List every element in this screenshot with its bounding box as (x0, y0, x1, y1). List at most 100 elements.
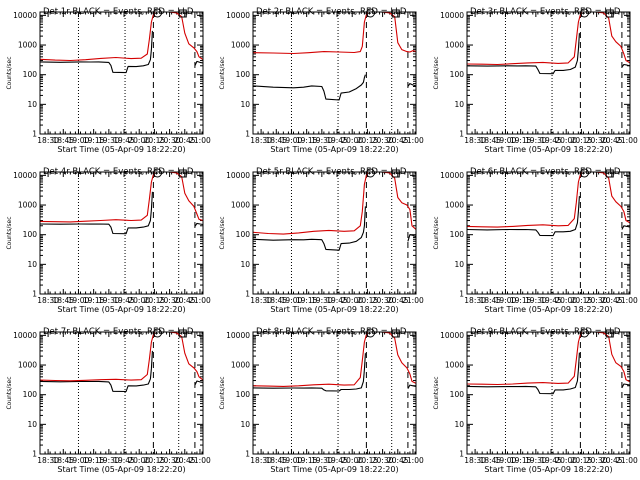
x-tick-label: 19:15 (510, 136, 532, 145)
x-tick-label: 19:30 (311, 136, 333, 145)
x-tick-label: 21:00 (402, 136, 424, 145)
y-tick-label: 10000 (13, 11, 37, 20)
square-marker-icon (605, 9, 614, 18)
y-tick-label: 1 (245, 130, 250, 139)
y-tick-label: 10 (240, 260, 250, 269)
series-group (253, 332, 416, 392)
circle-marker-icon (365, 328, 375, 338)
events-series-line (253, 74, 366, 101)
x-tick-label: 19:00 (68, 296, 90, 305)
y-tick-label: 1 (32, 130, 37, 139)
x-tick-label: 18:45 (479, 136, 501, 145)
y-axis-label: Counts/sec (219, 376, 226, 409)
x-tick-label: 20:45 (174, 296, 196, 305)
circle-marker-icon (152, 168, 162, 178)
chart-panel-det-6r: Det 6r BLACK = Events, RED = LLDCounts/s… (433, 167, 638, 314)
square-marker-icon (605, 169, 614, 178)
y-tick-label: 10000 (226, 331, 250, 340)
events-series-line (253, 206, 366, 251)
events-series-line (194, 222, 203, 227)
chart-panel-det-5r: Det 5r BLACK = Events, RED = LLDCounts/s… (219, 167, 424, 314)
x-tick-label: 21:00 (616, 296, 638, 305)
x-tick-label: 19:15 (83, 136, 105, 145)
x-tick-label: 19:30 (311, 456, 333, 465)
plot-frame (39, 11, 204, 135)
x-axis-label: Start Time (05-Apr-09 18:22:20) (484, 465, 612, 474)
x-tick-label: 19:15 (296, 136, 318, 145)
x-tick-label: 21:00 (189, 456, 211, 465)
y-tick-label: 1000 (231, 201, 250, 210)
x-tick-label: 20:45 (601, 296, 623, 305)
x-tick-label: 19:15 (83, 296, 105, 305)
x-tick-label: 20:30 (372, 136, 394, 145)
x-tick-label: 20:30 (586, 456, 608, 465)
x-tick-label: 18:45 (52, 136, 74, 145)
x-tick-label: 20:30 (372, 456, 394, 465)
events-series-line (467, 33, 580, 75)
y-tick-label: 1000 (445, 201, 464, 210)
x-tick-label: 18:30 (250, 296, 272, 305)
x-axis-label: Start Time (05-Apr-09 18:22:20) (270, 465, 398, 474)
x-tick-label: 19:15 (83, 456, 105, 465)
events-series-line (621, 63, 630, 68)
square-marker-icon (178, 169, 187, 178)
x-tick-label: 19:15 (510, 296, 532, 305)
x-tick-label: 19:45 (540, 456, 562, 465)
chart-panel-det-8r: Det 8r BLACK = Events, RED = LLDCounts/s… (219, 327, 424, 474)
events-series-line (621, 383, 630, 389)
x-tick-label: 19:45 (326, 456, 348, 465)
x-axis-label: Start Time (05-Apr-09 18:22:20) (57, 305, 185, 314)
series-group (467, 12, 630, 75)
y-tick-label: 10000 (226, 171, 250, 180)
x-tick-label: 20:15 (571, 296, 593, 305)
chart-panel-det-3r: Det 3r BLACK = Events, RED = LLDCounts/s… (433, 7, 638, 154)
x-axis-label: Start Time (05-Apr-09 18:22:20) (270, 145, 398, 154)
circle-marker-icon (579, 328, 589, 338)
x-tick-label: 20:00 (128, 296, 150, 305)
square-marker-icon (605, 329, 614, 338)
x-tick-label: 18:30 (37, 296, 59, 305)
chart-panel-det-7r: Det 7r BLACK = Events, RED = LLDCounts/s… (6, 327, 211, 474)
y-tick-label: 100 (450, 70, 465, 79)
x-axis-label: Start Time (05-Apr-09 18:22:20) (484, 305, 612, 314)
y-tick-label: 100 (23, 70, 38, 79)
x-tick-label: 18:45 (265, 456, 287, 465)
chart-panel-det-2r: Det 2r BLACK = Events, RED = LLDCounts/s… (219, 7, 424, 154)
lld-series-line (253, 332, 416, 387)
y-tick-label: 1000 (18, 41, 37, 50)
x-tick-label: 18:30 (464, 136, 486, 145)
series-group (40, 332, 203, 393)
x-tick-label: 19:00 (68, 136, 90, 145)
circle-marker-icon (365, 168, 375, 178)
y-tick-label: 100 (450, 390, 465, 399)
y-tick-label: 1000 (18, 201, 37, 210)
y-axis-label: Counts/sec (6, 376, 13, 409)
y-tick-label: 100 (450, 230, 465, 239)
x-tick-label: 21:00 (616, 456, 638, 465)
x-tick-label: 19:00 (495, 136, 517, 145)
x-tick-label: 20:15 (144, 136, 166, 145)
plot-frame (39, 331, 204, 455)
square-marker-icon (178, 9, 187, 18)
x-axis-label: Start Time (05-Apr-09 18:22:20) (57, 465, 185, 474)
x-tick-label: 21:00 (402, 296, 424, 305)
series-group (467, 172, 630, 237)
x-tick-label: 19:30 (311, 296, 333, 305)
y-tick-label: 1000 (231, 361, 250, 370)
y-tick-label: 10000 (440, 331, 464, 340)
y-tick-label: 1 (459, 290, 464, 299)
x-tick-label: 21:00 (189, 296, 211, 305)
x-tick-label: 18:45 (52, 456, 74, 465)
circle-marker-icon (579, 8, 589, 18)
y-tick-label: 10 (27, 420, 37, 429)
lld-series-line (40, 12, 203, 62)
plot-frame (252, 171, 417, 295)
x-tick-label: 19:00 (281, 136, 303, 145)
x-tick-label: 20:00 (341, 456, 363, 465)
x-tick-label: 20:00 (128, 456, 150, 465)
lld-series-line (467, 12, 630, 66)
y-tick-label: 100 (23, 390, 38, 399)
x-tick-label: 20:00 (341, 296, 363, 305)
x-axis-label: Start Time (05-Apr-09 18:22:20) (57, 145, 185, 154)
